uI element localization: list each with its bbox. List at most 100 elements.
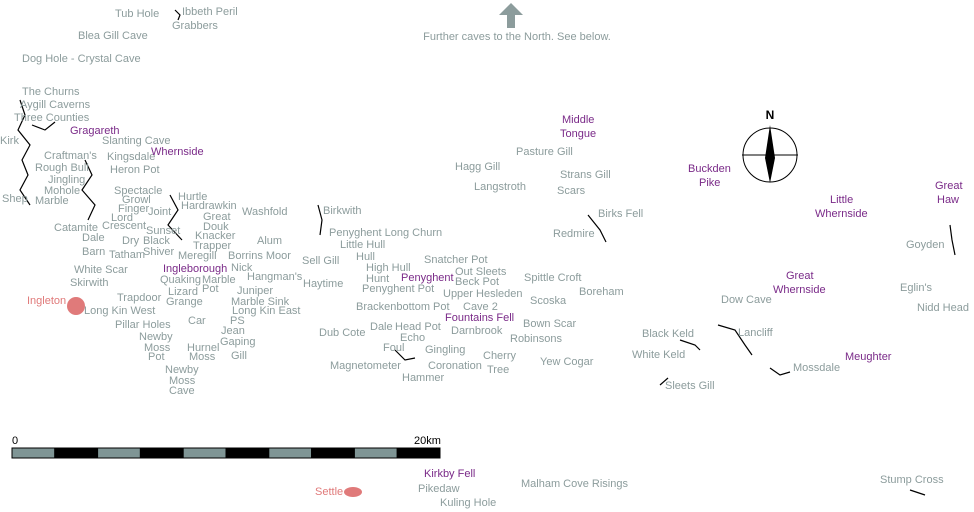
cave-label: Dry bbox=[122, 235, 140, 247]
cave-label: Lancliff bbox=[738, 327, 774, 339]
scale-bar bbox=[11, 447, 441, 459]
cave-label: Knacker bbox=[195, 230, 236, 242]
cave-label: Craftman's bbox=[44, 150, 97, 162]
cave-label: Cave bbox=[169, 385, 195, 397]
cave-label: Yew Cogar bbox=[540, 356, 594, 368]
peak-label: Whernside bbox=[773, 284, 826, 296]
cave-label: Black bbox=[143, 235, 170, 247]
scale-segment bbox=[182, 447, 227, 459]
cave-label: Scoska bbox=[530, 295, 567, 307]
peak-label: Meughter bbox=[845, 351, 892, 363]
cave-label: Marble bbox=[35, 195, 69, 207]
cave-label: Meregill bbox=[178, 250, 217, 262]
cave-label: Magnetometer bbox=[330, 360, 401, 372]
cave-label: Spectacle bbox=[114, 185, 162, 197]
cave-label: Growl bbox=[122, 194, 151, 206]
cave-label: Rough Bull bbox=[35, 162, 89, 174]
cave-label: Hurnel bbox=[187, 342, 219, 354]
cave-label: Redmire bbox=[553, 228, 595, 240]
cave-label: Quaking bbox=[160, 274, 201, 286]
cave-label: High Hull bbox=[366, 262, 411, 274]
cave-label: Dub Cote bbox=[319, 327, 365, 339]
cave-label: Newby bbox=[139, 331, 173, 343]
cave-label: Pot bbox=[148, 351, 165, 363]
cave-label: Kuling Hole bbox=[440, 497, 496, 509]
peak-label: Whernside bbox=[815, 208, 868, 220]
compass: N bbox=[742, 108, 798, 183]
peak-label: Penyghent bbox=[401, 272, 454, 284]
cave-label: Gingling bbox=[425, 344, 465, 356]
cave-label: Boreham bbox=[579, 286, 624, 298]
scale-segment bbox=[97, 447, 141, 459]
cave-label: PS bbox=[230, 315, 245, 327]
cave-label: Penyghent Long Churn bbox=[329, 227, 442, 239]
cave-label: Cherry bbox=[483, 350, 517, 362]
cave-label: Malham Cove Risings bbox=[521, 478, 628, 490]
peak-label: Tongue bbox=[560, 128, 596, 140]
cave-label: Dog Hole - Crystal Cave bbox=[22, 53, 141, 65]
cave-label: Snatcher Pot bbox=[424, 254, 488, 266]
cave-label: Crescent bbox=[102, 220, 146, 232]
scale-segment bbox=[139, 447, 184, 459]
scale-segment bbox=[353, 447, 398, 459]
cave-label: Shep bbox=[2, 193, 28, 205]
cave-label: Grabbers bbox=[172, 20, 218, 32]
cave-label: Birkwith bbox=[323, 205, 362, 217]
cave-label: Penyghent Pot bbox=[362, 283, 434, 295]
cave-label: Nidd Head bbox=[917, 302, 969, 314]
cave-label: Dale bbox=[82, 232, 105, 244]
cave-label: Eglin's bbox=[900, 282, 933, 294]
cave-label: Hull bbox=[356, 251, 375, 263]
cave-label: Head Pot bbox=[395, 321, 441, 333]
cave-label: Kingsdale bbox=[107, 151, 155, 163]
cave-label: Dow Cave bbox=[721, 294, 772, 306]
cave-label: Darnbrook bbox=[451, 325, 503, 337]
scale-segment bbox=[11, 447, 56, 459]
town-label: Settle bbox=[315, 486, 343, 498]
cave-label: Pillar Holes bbox=[115, 319, 171, 331]
cave-label: Tub Hole bbox=[115, 8, 159, 20]
cave-label: Washfold bbox=[242, 206, 287, 218]
cave-label: Jingling bbox=[48, 174, 85, 186]
cave-label: Haytime bbox=[303, 278, 343, 290]
cave-label: Alum bbox=[257, 235, 282, 247]
cave-label: Heron Pot bbox=[110, 164, 160, 176]
peak-label: Little bbox=[830, 194, 853, 206]
cave-label: Pikedaw bbox=[418, 483, 460, 495]
cave-label: Tatham bbox=[109, 249, 145, 261]
peak-label: Ingleborough bbox=[163, 263, 227, 275]
cave-label: Brackenbottom Pot bbox=[356, 301, 450, 313]
cave-label: Marble bbox=[202, 274, 236, 286]
peak-label: Buckden bbox=[688, 163, 731, 175]
north-note: Further caves to the North. See below. bbox=[423, 31, 611, 43]
cave-label: Beck Pot bbox=[455, 276, 499, 288]
cave-label: Sleets Gill bbox=[665, 380, 715, 392]
north-arrow bbox=[499, 3, 523, 28]
cave-label: Borrins Moor bbox=[228, 250, 291, 262]
cave-label: Birks Fell bbox=[598, 208, 643, 220]
cave-passages bbox=[17, 9, 956, 496]
cave-label: Coronation bbox=[428, 360, 482, 372]
cave-label: Moss bbox=[169, 375, 196, 387]
cave-label: Juniper bbox=[237, 285, 273, 297]
cave-label: Hurtle bbox=[178, 191, 207, 203]
town-label: Ingleton bbox=[27, 295, 66, 307]
cave-label: Sunset bbox=[146, 225, 180, 237]
cave-label: Joint bbox=[148, 206, 171, 218]
cave-label: Sell Gill bbox=[302, 255, 339, 267]
scale-segment bbox=[225, 447, 270, 459]
cave-label: Hardrawkin bbox=[181, 200, 237, 212]
scale-segment bbox=[268, 447, 313, 459]
cave-label: Pasture Gill bbox=[516, 146, 573, 158]
cave-label: Moss bbox=[189, 351, 216, 363]
peak-label: Pike bbox=[699, 177, 720, 189]
cave-label: Jean bbox=[221, 325, 245, 337]
scale-segment bbox=[396, 447, 441, 459]
cave-label: Mohole bbox=[44, 185, 80, 197]
cave-label: Pot bbox=[202, 283, 219, 295]
cave-label: Douk bbox=[203, 221, 229, 233]
peak-label: Whernside bbox=[151, 146, 204, 158]
cave-label: Trapper bbox=[193, 240, 231, 252]
cave-label: Hunt bbox=[366, 273, 389, 285]
